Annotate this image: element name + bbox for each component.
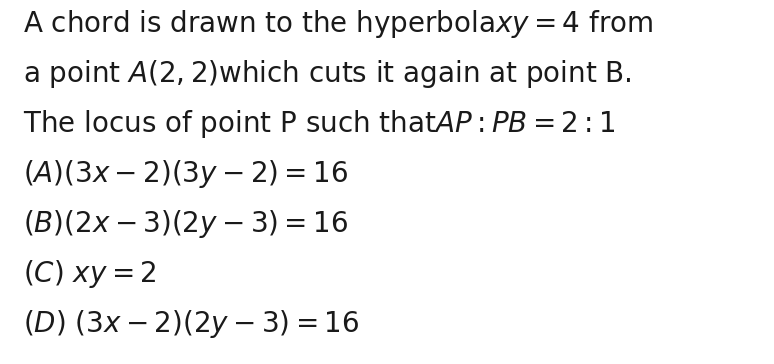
Text: A chord is drawn to the hyperbola$xy = 4$ from: A chord is drawn to the hyperbola$xy = 4… (23, 8, 653, 40)
Text: $(B)(2x - 3)(2y - 3) = 16$: $(B)(2x - 3)(2y - 3) = 16$ (23, 208, 348, 240)
Text: $(C)$ $xy = 2$: $(C)$ $xy = 2$ (23, 258, 157, 290)
Text: $(D)$ $(3x - 2)(2y - 3) = 16$: $(D)$ $(3x - 2)(2y - 3) = 16$ (23, 308, 360, 340)
Text: The locus of point P such that$AP : PB = 2 : 1$: The locus of point P such that$AP : PB =… (23, 108, 616, 140)
Text: $(A)(3x - 2)(3y - 2) = 16$: $(A)(3x - 2)(3y - 2) = 16$ (23, 158, 348, 190)
Text: a point $A(2,2)$which cuts it again at point B.: a point $A(2,2)$which cuts it again at p… (23, 58, 632, 90)
